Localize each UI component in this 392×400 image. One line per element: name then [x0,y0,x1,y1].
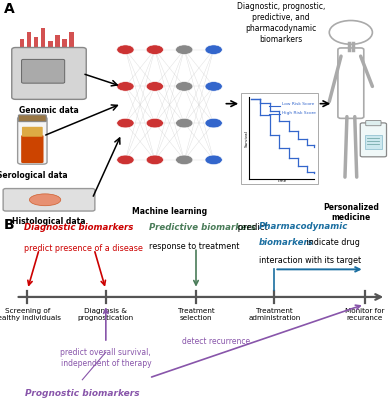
Text: Low Risk Score: Low Risk Score [282,102,315,106]
Text: interaction with its target: interaction with its target [259,256,361,266]
Circle shape [146,82,163,91]
Text: Treatment
selection: Treatment selection [178,308,214,321]
Circle shape [117,155,134,164]
Text: Treatment
administration: Treatment administration [248,308,301,321]
Circle shape [117,45,134,54]
Circle shape [205,45,222,54]
Text: predict overall survival,
independent of therapy: predict overall survival, independent of… [60,348,151,368]
FancyBboxPatch shape [3,188,95,211]
Text: High Risk Score: High Risk Score [282,111,316,115]
Text: Monitor for
recurance: Monitor for recurance [345,308,384,321]
Text: Serological data: Serological data [0,171,68,180]
Text: Genomic data: Genomic data [19,106,79,115]
Circle shape [176,155,193,164]
Circle shape [176,118,193,128]
Circle shape [176,82,193,91]
Circle shape [117,82,134,91]
FancyBboxPatch shape [22,127,43,137]
Text: predict: predict [235,223,268,232]
Text: Diagnostic biomarkers: Diagnostic biomarkers [24,223,133,232]
FancyBboxPatch shape [21,135,44,163]
Text: Pharmacodynamic: Pharmacodynamic [259,222,348,230]
Text: indicate drug: indicate drug [304,238,360,247]
Text: detect recurrence: detect recurrence [181,338,250,346]
FancyBboxPatch shape [18,115,46,122]
Text: response to treatment: response to treatment [149,242,240,251]
Text: Time: Time [276,178,286,182]
Bar [34,37,38,48]
FancyBboxPatch shape [366,120,381,126]
FancyBboxPatch shape [18,117,47,164]
Circle shape [205,118,222,128]
Bar [41,28,45,48]
Text: Diagnosis &
prognostication: Diagnosis & prognostication [78,308,134,321]
Text: Prognostic biomarkers: Prognostic biomarkers [25,389,140,398]
Text: Diagnostic, prognostic,
predictive, and
pharmacodynamic
biomarkers: Diagnostic, prognostic, predictive, and … [237,2,325,44]
FancyBboxPatch shape [22,59,65,83]
Bar [20,39,24,48]
Text: biomarkers: biomarkers [259,238,314,247]
Text: Histological data: Histological data [12,217,86,226]
Text: Predictive biomarkers: Predictive biomarkers [149,223,256,232]
Circle shape [205,82,222,91]
Circle shape [117,118,134,128]
Bar [365,135,382,149]
Bar [241,93,318,184]
Bar [48,41,53,48]
Text: A: A [4,2,15,16]
FancyBboxPatch shape [360,123,387,157]
Text: predict presence of a disease: predict presence of a disease [24,244,142,253]
Bar [69,32,74,48]
FancyBboxPatch shape [12,48,86,99]
Ellipse shape [29,194,61,206]
Circle shape [205,155,222,164]
Circle shape [146,118,163,128]
Text: Machine learning: Machine learning [132,207,207,216]
Bar [62,39,67,48]
Circle shape [146,155,163,164]
Circle shape [176,45,193,54]
Text: Survival: Survival [245,130,249,147]
Bar [55,34,60,48]
Text: Personalized
medicine: Personalized medicine [323,203,379,222]
Circle shape [146,45,163,54]
Text: B: B [4,218,15,232]
Bar [27,32,31,48]
Text: Screening of
healthy individuals: Screening of healthy individuals [0,308,62,321]
